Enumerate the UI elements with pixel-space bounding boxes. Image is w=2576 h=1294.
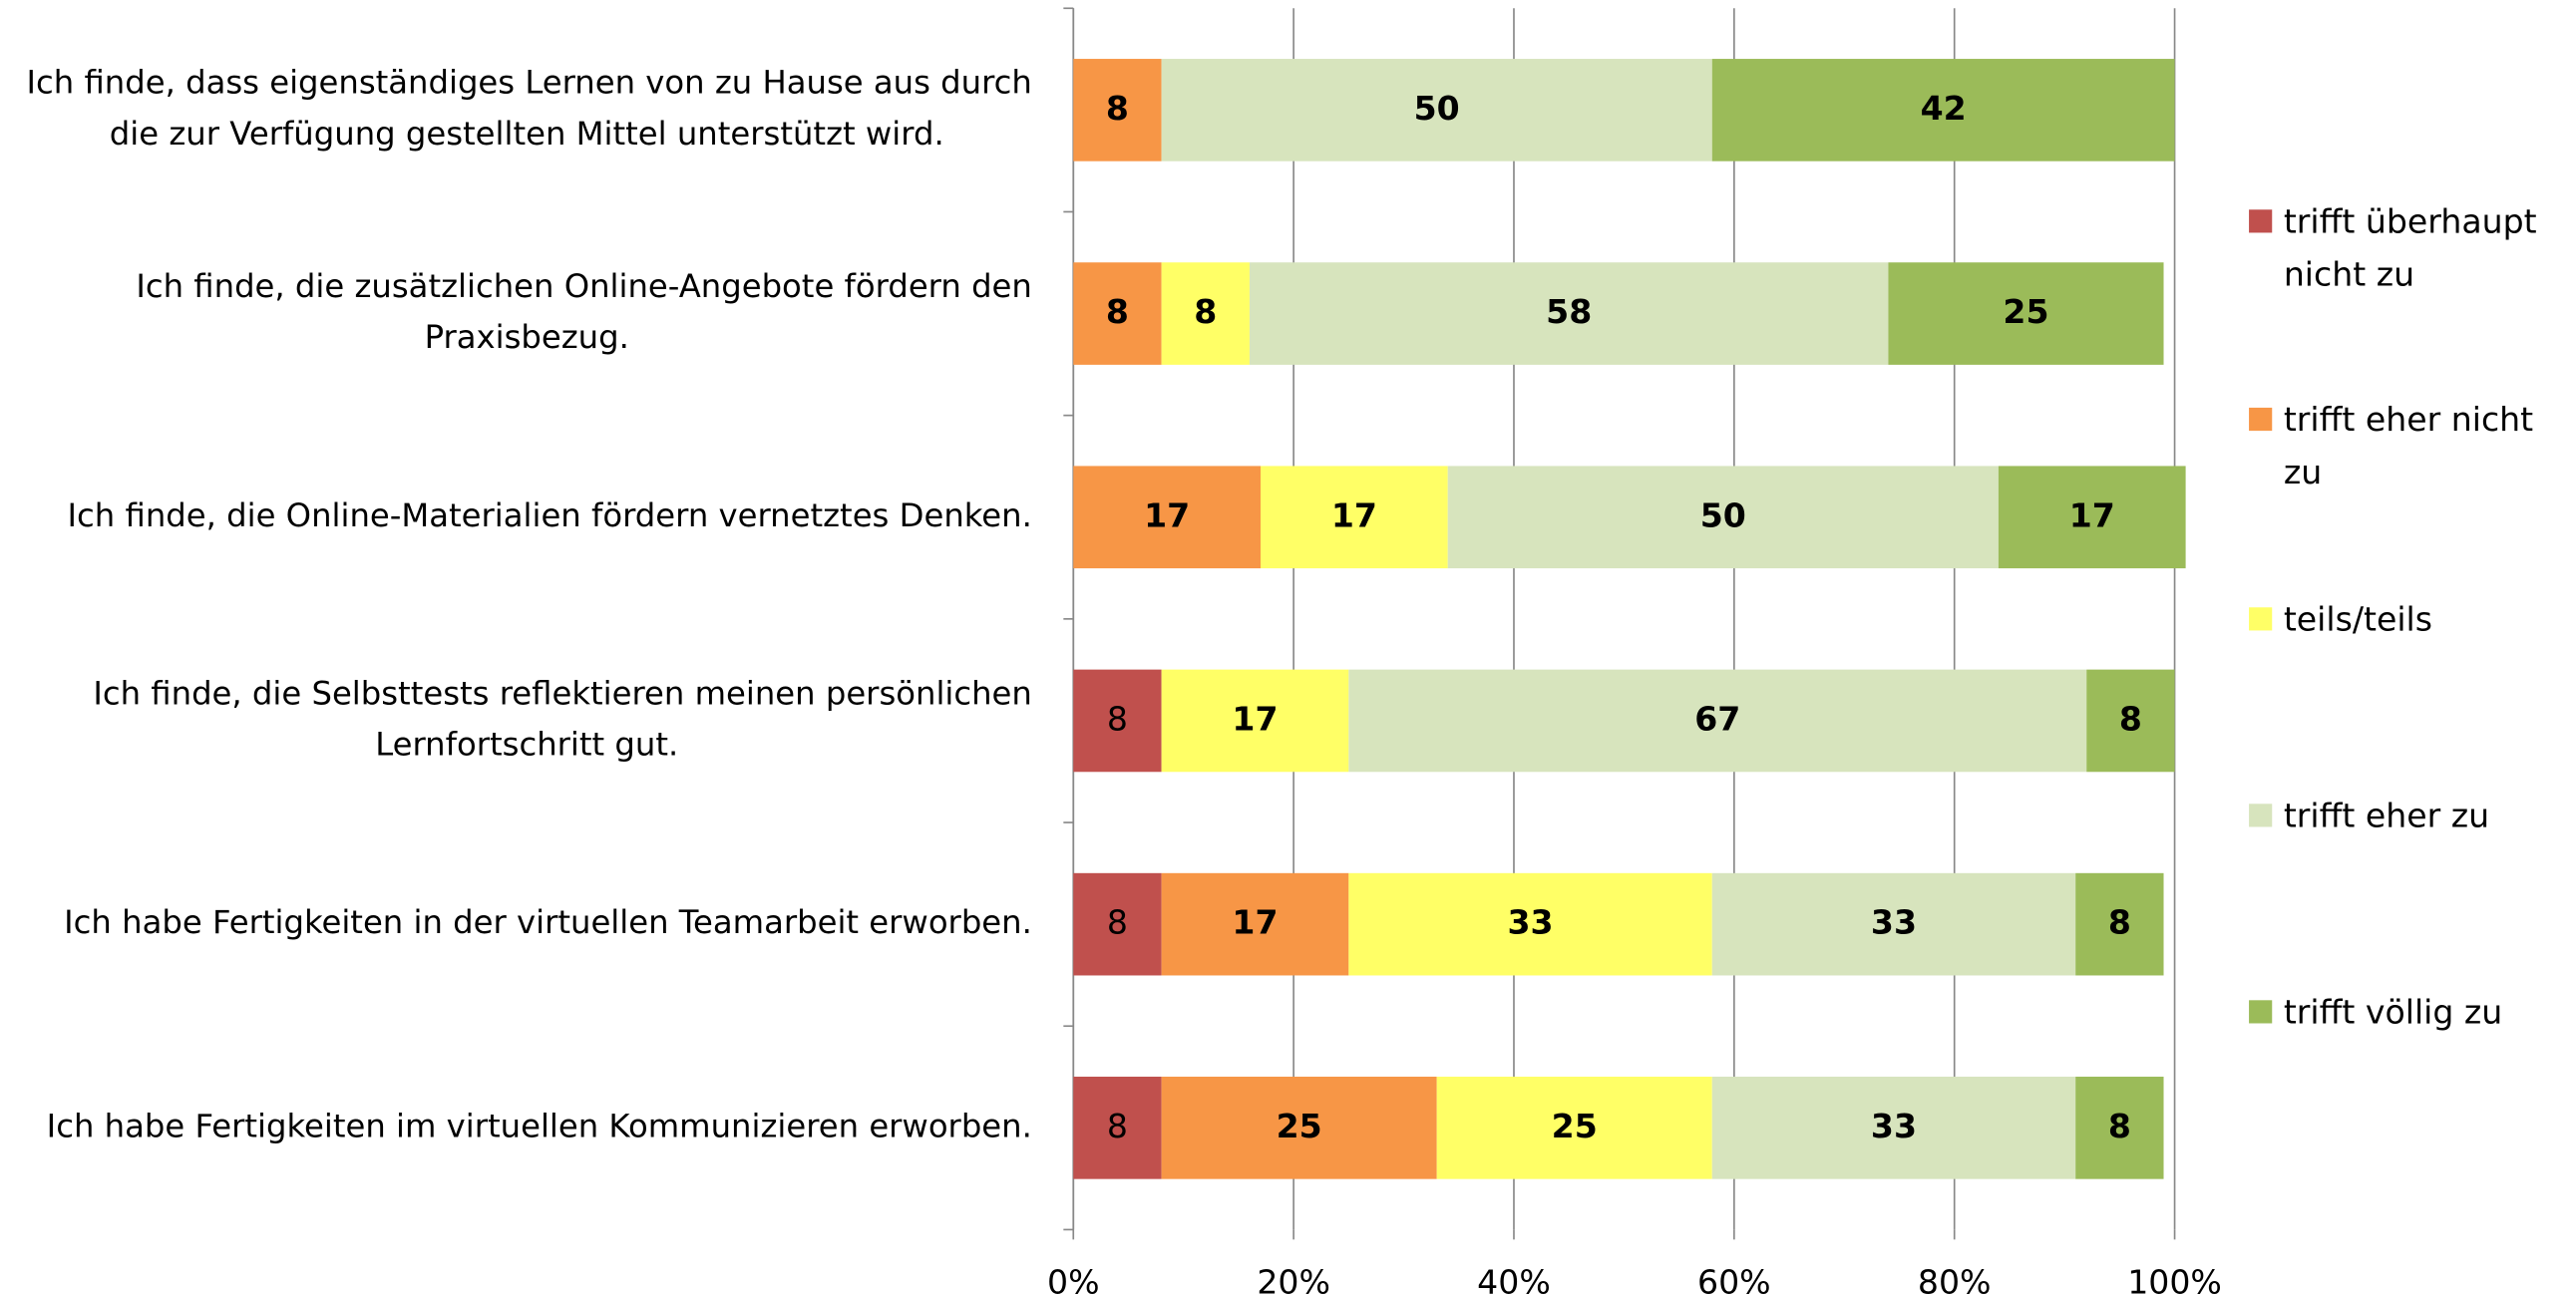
data-label: 50 <box>1700 495 1746 534</box>
data-label: 50 <box>1414 89 1460 128</box>
data-label: 17 <box>1331 495 1377 534</box>
bar-segment <box>1711 59 2175 162</box>
legend-label: trifft völlig zu <box>2284 992 2502 1031</box>
data-label: 25 <box>1277 1107 1322 1145</box>
bar-segment <box>1711 1077 2076 1179</box>
bar-segment <box>1888 262 2164 365</box>
bar-segment <box>1711 872 2076 976</box>
data-label: 33 <box>1871 903 1917 942</box>
data-label: 8 <box>1107 699 1128 738</box>
bar-segment <box>1447 466 1999 569</box>
category-label: Ich finde, die zusätzlichen Online-Angeb… <box>136 267 1032 356</box>
x-tick-label: 60% <box>1697 1263 1771 1294</box>
bar-segment <box>1348 872 1712 976</box>
data-label: 8 <box>2108 903 2131 942</box>
bar-segment <box>1073 262 1162 365</box>
data-label: 17 <box>2069 495 2115 534</box>
legend-swatch <box>2249 407 2273 432</box>
data-label: 8 <box>1106 89 1129 128</box>
bar-segment <box>1261 466 1448 569</box>
bar-segment <box>1348 669 2087 773</box>
bar-segment <box>1073 1077 1162 1179</box>
bar-segment <box>1161 262 1250 365</box>
data-label: 17 <box>1232 699 1278 738</box>
bar-segment <box>1073 669 1162 773</box>
data-label: 17 <box>1232 903 1278 942</box>
legend-swatch <box>2249 804 2273 827</box>
category-label: Ich finde, die Online-Materialien förder… <box>68 496 1032 534</box>
bar-segment <box>1073 872 1162 976</box>
category-label: Ich habe Fertigkeiten im virtuellen Komm… <box>47 1107 1032 1144</box>
data-label: 33 <box>1871 1107 1917 1145</box>
legend-label: trifft eher zu <box>2284 796 2489 834</box>
bar-segment <box>1161 59 1712 162</box>
data-label: 8 <box>2119 699 2142 738</box>
data-label: 8 <box>1106 292 1129 331</box>
x-tick-label: 80% <box>1918 1263 1992 1294</box>
legend-swatch <box>2249 607 2273 631</box>
data-label: 25 <box>2003 292 2048 331</box>
x-tick-label: 100% <box>2127 1263 2222 1294</box>
category-label: Ich finde, dass eigenständiges Lernen vo… <box>27 64 1032 153</box>
bar-segment <box>1436 1077 1712 1179</box>
data-label: 17 <box>1144 495 1190 534</box>
x-tick-label: 40% <box>1477 1263 1551 1294</box>
bar-segment <box>1249 262 1889 365</box>
bar-segment <box>1998 466 2186 569</box>
data-label: 67 <box>1694 699 1740 738</box>
data-label: 8 <box>1194 292 1217 331</box>
data-label: 33 <box>1508 903 1554 942</box>
bar-segment <box>2075 1077 2164 1179</box>
legend-label: trifft überhaupt nicht zu <box>2284 201 2537 293</box>
data-label: 58 <box>1546 292 1592 331</box>
x-tick-label: 20% <box>1257 1263 1330 1294</box>
bar-segment <box>1161 1077 1437 1179</box>
bar-segment <box>2075 872 2164 976</box>
data-label: 8 <box>1107 903 1128 942</box>
legend-label: teils/teils <box>2284 599 2432 638</box>
data-label: 42 <box>1921 89 1967 128</box>
x-tick-label: 0% <box>1047 1263 1100 1294</box>
data-label: 8 <box>1107 1107 1128 1145</box>
bar-segment <box>2086 669 2175 773</box>
legend-swatch <box>2249 1000 2273 1024</box>
bar-segment <box>1073 466 1262 569</box>
category-label: Ich habe Fertigkeiten in der virtuellen … <box>64 903 1032 941</box>
bar-segment <box>1161 872 1349 976</box>
data-label: 8 <box>2108 1107 2131 1145</box>
category-label: Ich finde, die Selbsttests reflektieren … <box>93 674 1032 763</box>
bar-segment <box>1073 59 1162 162</box>
legend-label: trifft eher nicht zu <box>2284 400 2533 491</box>
data-label: 25 <box>1552 1107 1598 1145</box>
legend-swatch <box>2249 209 2273 233</box>
bar-segment <box>1161 669 1349 773</box>
